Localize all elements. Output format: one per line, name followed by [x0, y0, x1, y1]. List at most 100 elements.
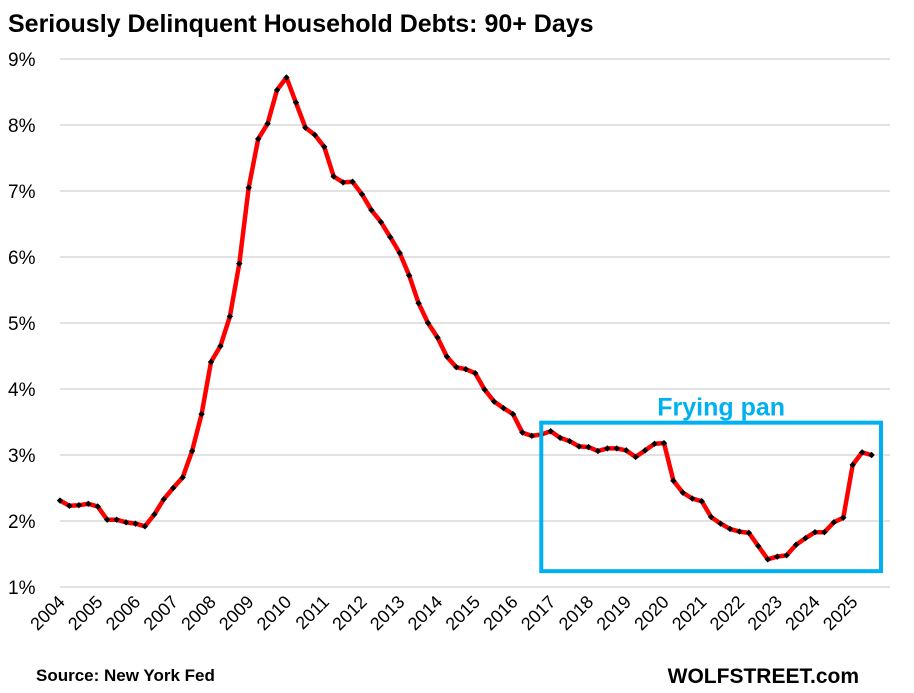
data-point [736, 528, 743, 535]
x-tick-label: 2012 [328, 592, 370, 634]
data-point [764, 556, 771, 563]
x-tick-label: 2013 [366, 592, 408, 634]
data-point [188, 447, 196, 455]
data-point [556, 434, 564, 442]
y-tick-label: 8% [8, 116, 36, 137]
gridlines [60, 58, 890, 588]
data-point [443, 353, 451, 360]
data-point [755, 542, 762, 550]
data-point [179, 474, 186, 481]
data-point [821, 529, 828, 536]
data-point [792, 541, 800, 548]
data-point [868, 451, 875, 459]
frying-pan-annotation: Frying pan [539, 394, 884, 574]
data-point [151, 511, 158, 518]
x-tick-label: 2018 [555, 592, 597, 634]
data-point [481, 386, 488, 393]
data-point [575, 443, 583, 450]
data-point [707, 513, 715, 521]
data-point [368, 206, 375, 214]
data-point [122, 519, 130, 526]
x-tick-label: 2022 [706, 592, 748, 634]
data-point [283, 74, 290, 81]
data-point [103, 516, 111, 523]
x-tick-label: 2009 [215, 592, 257, 634]
data-point [302, 124, 309, 131]
data-point [405, 272, 413, 279]
brand-label: WOLFSTREET.com [668, 665, 859, 688]
data-point [330, 173, 337, 180]
data-point [94, 503, 101, 510]
data-point [651, 440, 658, 447]
data-point [245, 184, 252, 191]
y-tick-label: 2% [8, 512, 36, 533]
data-point [698, 498, 705, 505]
data-point [396, 249, 403, 257]
data-point [566, 437, 573, 445]
data-point [594, 447, 602, 455]
data-point [236, 260, 243, 267]
x-tick-label: 2010 [253, 592, 295, 634]
data-point [349, 178, 356, 185]
x-tick-label: 2007 [140, 592, 182, 634]
data-point [585, 443, 592, 451]
frying-pan-box [539, 420, 884, 574]
data-point [858, 449, 866, 456]
x-tick-label: 2016 [479, 592, 521, 634]
data-point [840, 514, 847, 521]
data-point [802, 534, 809, 542]
data-point [273, 86, 281, 94]
y-tick-label: 7% [8, 182, 36, 203]
data-point [660, 439, 668, 447]
data-point [113, 516, 120, 523]
source-note: Source: New York Fed [36, 666, 215, 685]
data-point [519, 429, 526, 436]
y-tick-label: 5% [8, 314, 36, 335]
data-point [66, 502, 73, 510]
x-tick-label: 2017 [517, 592, 559, 634]
data-point [339, 179, 347, 186]
data-point [604, 445, 611, 452]
data-point [830, 519, 838, 526]
data-point [783, 552, 790, 559]
x-tick-label: 2006 [102, 592, 144, 634]
data-point [358, 191, 366, 198]
y-tick-label: 4% [8, 380, 36, 401]
data-point [264, 120, 271, 127]
y-tick-label: 3% [8, 446, 36, 467]
data-point [613, 445, 620, 452]
data-point [811, 529, 819, 536]
data-point [453, 364, 460, 371]
data-point [132, 520, 139, 527]
x-tick-label: 2008 [177, 592, 219, 634]
data-point [490, 398, 498, 405]
data-point [254, 135, 262, 143]
data-point [311, 131, 318, 139]
data-point [434, 334, 441, 341]
data-point [773, 553, 781, 560]
data-point [207, 358, 215, 366]
data-point [472, 369, 479, 377]
data-point [547, 428, 554, 435]
x-tick-label: 2023 [744, 592, 786, 634]
data-point [85, 500, 92, 508]
x-axis-ticks: 2004200520062007200820092010201120122013… [26, 592, 861, 634]
data-point [217, 342, 224, 350]
data-point [528, 432, 536, 440]
x-tick-label: 2020 [630, 592, 672, 634]
data-point [689, 495, 696, 502]
data-point [377, 218, 385, 226]
data-point [424, 319, 432, 327]
data-point [75, 501, 83, 509]
x-tick-label: 2025 [819, 592, 861, 634]
x-tick-label: 2024 [781, 592, 823, 634]
y-tick-label: 6% [8, 248, 36, 269]
data-point [160, 496, 168, 503]
data-point [198, 410, 205, 418]
data-point [462, 366, 469, 373]
data-point [226, 313, 234, 320]
data-point [632, 453, 639, 461]
data-point [717, 520, 724, 527]
data-point [387, 234, 394, 241]
data-point [292, 99, 300, 106]
